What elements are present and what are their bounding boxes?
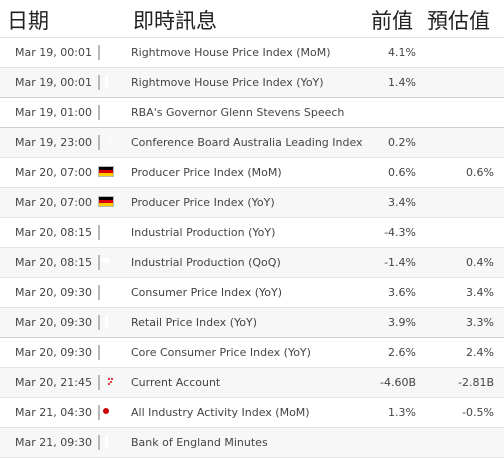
previous-value: -4.3% xyxy=(384,226,416,239)
table-row[interactable]: Mar 20, 09:30 Core Consumer Price Index (… xyxy=(0,338,504,368)
previous-value: 3.4% xyxy=(388,196,416,209)
event-name[interactable]: Conference Board Australia Leading Index xyxy=(131,136,363,149)
event-name[interactable]: RBA's Governor Glenn Stevens Speech xyxy=(131,106,345,119)
event-name[interactable]: Producer Price Index (YoY) xyxy=(131,196,275,209)
event-name[interactable]: Bank of England Minutes xyxy=(131,436,268,449)
event-column-header: 即時訊息 xyxy=(133,9,217,33)
event-name[interactable]: Core Consumer Price Index (YoY) xyxy=(131,346,311,359)
event-date: Mar 20, 07:00 xyxy=(15,196,92,209)
previous-column-header: 前值 xyxy=(371,9,413,33)
germany-flag-icon xyxy=(98,166,114,177)
forecast-column-header: 預估值 xyxy=(427,9,490,33)
table-row[interactable]: Mar 20, 08:15 Industrial Production (YoY)… xyxy=(0,218,504,248)
forecast-value: -0.5% xyxy=(462,406,494,419)
previous-value: 3.6% xyxy=(388,286,416,299)
event-name[interactable]: All Industry Activity Index (MoM) xyxy=(131,406,310,419)
table-row[interactable]: Mar 21, 04:30 All Industry Activity Index… xyxy=(0,398,504,428)
calendar-table: Mar 19, 00:01 Rightmove House Price Index… xyxy=(0,38,504,458)
table-row[interactable]: Mar 20, 09:30 Consumer Price Index (YoY) 3… xyxy=(0,278,504,308)
forecast-value: 2.4% xyxy=(466,346,494,359)
event-date: Mar 20, 07:00 xyxy=(15,166,92,179)
table-row[interactable]: Mar 19, 00:01 Rightmove House Price Index… xyxy=(0,68,504,98)
event-date: Mar 21, 04:30 xyxy=(15,406,92,419)
table-row[interactable]: Mar 20, 08:15 Industrial Production (QoQ)… xyxy=(0,248,504,278)
event-date: Mar 19, 00:01 xyxy=(15,46,92,59)
event-name[interactable]: Rightmove House Price Index (YoY) xyxy=(131,76,324,89)
event-name[interactable]: Producer Price Index (MoM) xyxy=(131,166,282,179)
event-date: Mar 19, 01:00 xyxy=(15,106,92,119)
previous-value: 1.3% xyxy=(388,406,416,419)
uk-flag-icon xyxy=(98,345,107,360)
switzerland-flag-icon xyxy=(98,225,100,240)
event-date: Mar 20, 09:30 xyxy=(15,286,92,299)
switzerland-flag-icon xyxy=(98,255,100,270)
event-date: Mar 20, 09:30 xyxy=(15,316,92,329)
event-date: Mar 21, 09:30 xyxy=(15,436,92,449)
forecast-value: 0.4% xyxy=(466,256,494,269)
previous-value: -4.60B xyxy=(379,376,416,389)
previous-value: 4.1% xyxy=(388,46,416,59)
event-name[interactable]: Industrial Production (QoQ) xyxy=(131,256,281,269)
uk-flag-icon xyxy=(98,315,107,330)
table-row[interactable]: Mar 20, 09:30 Retail Price Index (YoY) 3.9… xyxy=(0,308,504,338)
event-date: Mar 19, 23:00 xyxy=(15,136,92,149)
uk-flag-icon xyxy=(98,45,107,60)
date-column-header: 日期 xyxy=(7,9,49,33)
event-date: Mar 20, 08:15 xyxy=(15,226,92,239)
event-name[interactable]: Current Account xyxy=(131,376,221,389)
forecast-value: 3.4% xyxy=(466,286,494,299)
event-name[interactable]: Consumer Price Index (YoY) xyxy=(131,286,282,299)
australia-flag-icon xyxy=(98,135,113,150)
previous-value: 1.4% xyxy=(388,76,416,89)
table-row[interactable]: Mar 20, 07:00 Producer Price Index (YoY) 3… xyxy=(0,188,504,218)
previous-value: 2.6% xyxy=(388,346,416,359)
forecast-value: -2.81B xyxy=(457,376,494,389)
event-date: Mar 20, 08:15 xyxy=(15,256,92,269)
previous-value: -1.4% xyxy=(384,256,416,269)
previous-value: 0.2% xyxy=(388,136,416,149)
event-date: Mar 19, 00:01 xyxy=(15,76,92,89)
event-name[interactable]: Rightmove House Price Index (MoM) xyxy=(131,46,331,59)
table-row[interactable]: Mar 19, 00:01 Rightmove House Price Index… xyxy=(0,38,504,68)
table-row[interactable]: Mar 20, 21:45 Current Account -4.60B -2.81B xyxy=(0,368,504,398)
event-date: Mar 20, 21:45 xyxy=(15,376,92,389)
table-row[interactable]: Mar 21, 09:30 Bank of England Minutes xyxy=(0,428,504,458)
australia-flag-icon xyxy=(98,105,113,120)
table-header: 日期 即時訊息 前值 預估值 xyxy=(0,0,504,38)
event-name[interactable]: Industrial Production (YoY) xyxy=(131,226,276,239)
table-row[interactable]: Mar 20, 07:00 Producer Price Index (MoM) 0… xyxy=(0,158,504,188)
uk-flag-icon xyxy=(98,285,107,300)
previous-value: 3.9% xyxy=(388,316,416,329)
event-date: Mar 20, 09:30 xyxy=(15,346,92,359)
table-row[interactable]: Mar 19, 01:00 RBA's Governor Glenn Steven… xyxy=(0,98,504,128)
new-zealand-flag-icon xyxy=(98,375,113,390)
event-name[interactable]: Retail Price Index (YoY) xyxy=(131,316,257,329)
previous-value: 0.6% xyxy=(388,166,416,179)
table-row[interactable]: Mar 19, 23:00 Conference Board Australia … xyxy=(0,128,504,158)
forecast-value: 0.6% xyxy=(466,166,494,179)
forecast-value: 3.3% xyxy=(466,316,494,329)
uk-flag-icon xyxy=(98,75,107,90)
japan-flag-icon xyxy=(98,405,100,420)
germany-flag-icon xyxy=(98,196,114,207)
uk-flag-icon xyxy=(98,435,107,450)
